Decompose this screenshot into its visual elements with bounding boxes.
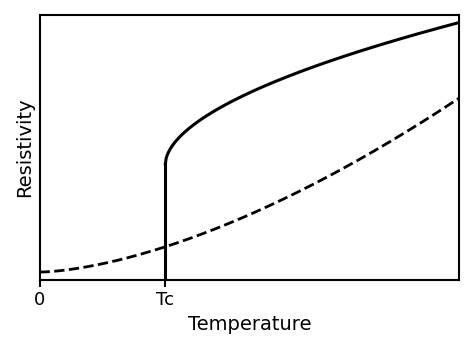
X-axis label: Temperature: Temperature	[188, 315, 311, 334]
Y-axis label: Resistivity: Resistivity	[15, 97, 34, 197]
